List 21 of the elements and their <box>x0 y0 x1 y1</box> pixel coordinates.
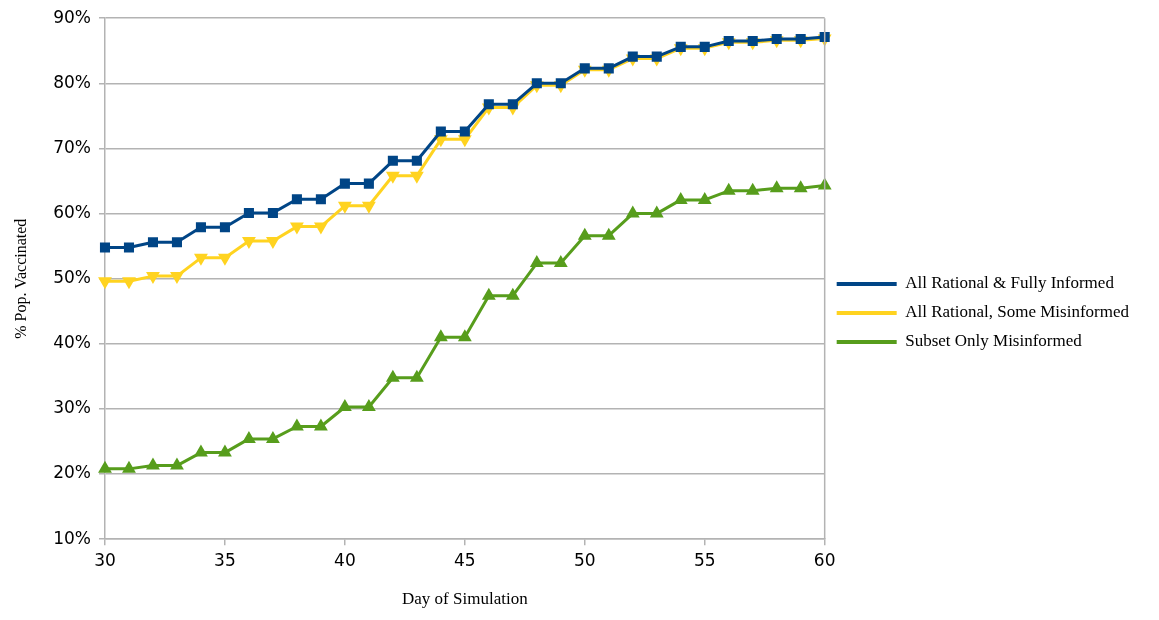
y-tick-label: 10% <box>53 527 91 548</box>
x-tick-label: 45 <box>454 549 476 570</box>
x-tick-label: 60 <box>813 549 836 570</box>
x-axis-title: Day of Simulation <box>402 589 529 609</box>
x-tick-label: 55 <box>693 549 716 570</box>
x-tick-label: 30 <box>94 549 116 570</box>
y-tick-label: 60% <box>53 202 91 222</box>
legend-label: Subset Only Misinformed <box>905 331 1083 351</box>
y-tick-label: 20% <box>53 462 91 483</box>
y-axis-title: % Pop. Vaccinated <box>11 218 30 339</box>
x-tick-label: 40 <box>334 549 356 570</box>
x-tick-label: 50 <box>573 549 596 570</box>
legend-label: All Rational & Fully Informed <box>905 273 1115 293</box>
x-tick-label: 35 <box>214 549 236 570</box>
y-tick-label: 40% <box>53 332 91 353</box>
y-tick-label: 80% <box>53 71 91 92</box>
y-tick-label: 50% <box>53 267 91 288</box>
legend-label: All Rational, Some Misinformed <box>905 302 1130 322</box>
y-tick-label: 70% <box>53 136 91 157</box>
y-tick-label: 90% <box>53 6 91 27</box>
y-tick-label: 30% <box>53 397 91 418</box>
